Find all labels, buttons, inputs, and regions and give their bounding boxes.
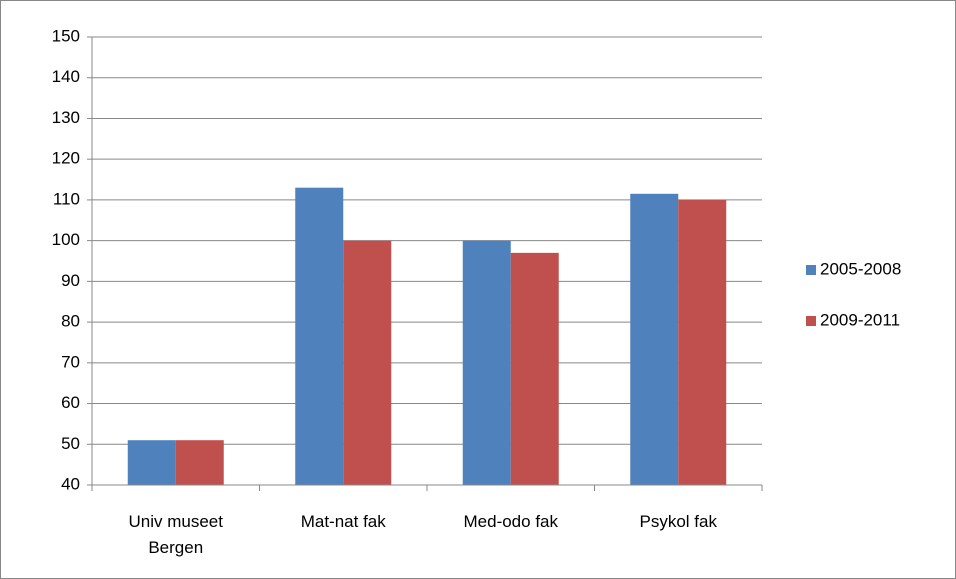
bar bbox=[343, 240, 392, 485]
y-tick-label: 90 bbox=[61, 271, 80, 290]
y-tick-label: 100 bbox=[52, 230, 80, 249]
bar bbox=[295, 187, 344, 485]
x-tick-label: Med-odo fak bbox=[463, 512, 559, 531]
y-tick-label: 70 bbox=[61, 352, 80, 371]
y-tick-label: 60 bbox=[61, 393, 80, 412]
bar bbox=[630, 193, 679, 486]
y-tick-label: 110 bbox=[53, 189, 80, 208]
bar bbox=[127, 440, 176, 485]
bar bbox=[510, 252, 559, 485]
legend-swatch bbox=[806, 316, 816, 326]
bar bbox=[462, 240, 511, 485]
y-tick-label: 40 bbox=[61, 474, 80, 493]
y-tick-label: 50 bbox=[61, 434, 80, 453]
y-tick-label: 140 bbox=[52, 67, 80, 86]
y-tick-label: 120 bbox=[52, 149, 80, 168]
legend-swatch bbox=[806, 265, 816, 275]
bar bbox=[678, 199, 727, 485]
x-tick-label: Psykol fak bbox=[639, 512, 717, 531]
y-tick-label: 130 bbox=[52, 108, 80, 127]
y-tick-label: 150 bbox=[52, 26, 80, 45]
x-tick-label: Univ museet Bergen bbox=[128, 512, 223, 557]
legend-label: 2005-2008 bbox=[820, 259, 901, 278]
y-tick-label: 80 bbox=[61, 312, 80, 331]
bar bbox=[175, 440, 224, 485]
x-tick-label: Mat-nat fak bbox=[300, 512, 386, 531]
legend-label: 2009-2011 bbox=[820, 310, 900, 329]
